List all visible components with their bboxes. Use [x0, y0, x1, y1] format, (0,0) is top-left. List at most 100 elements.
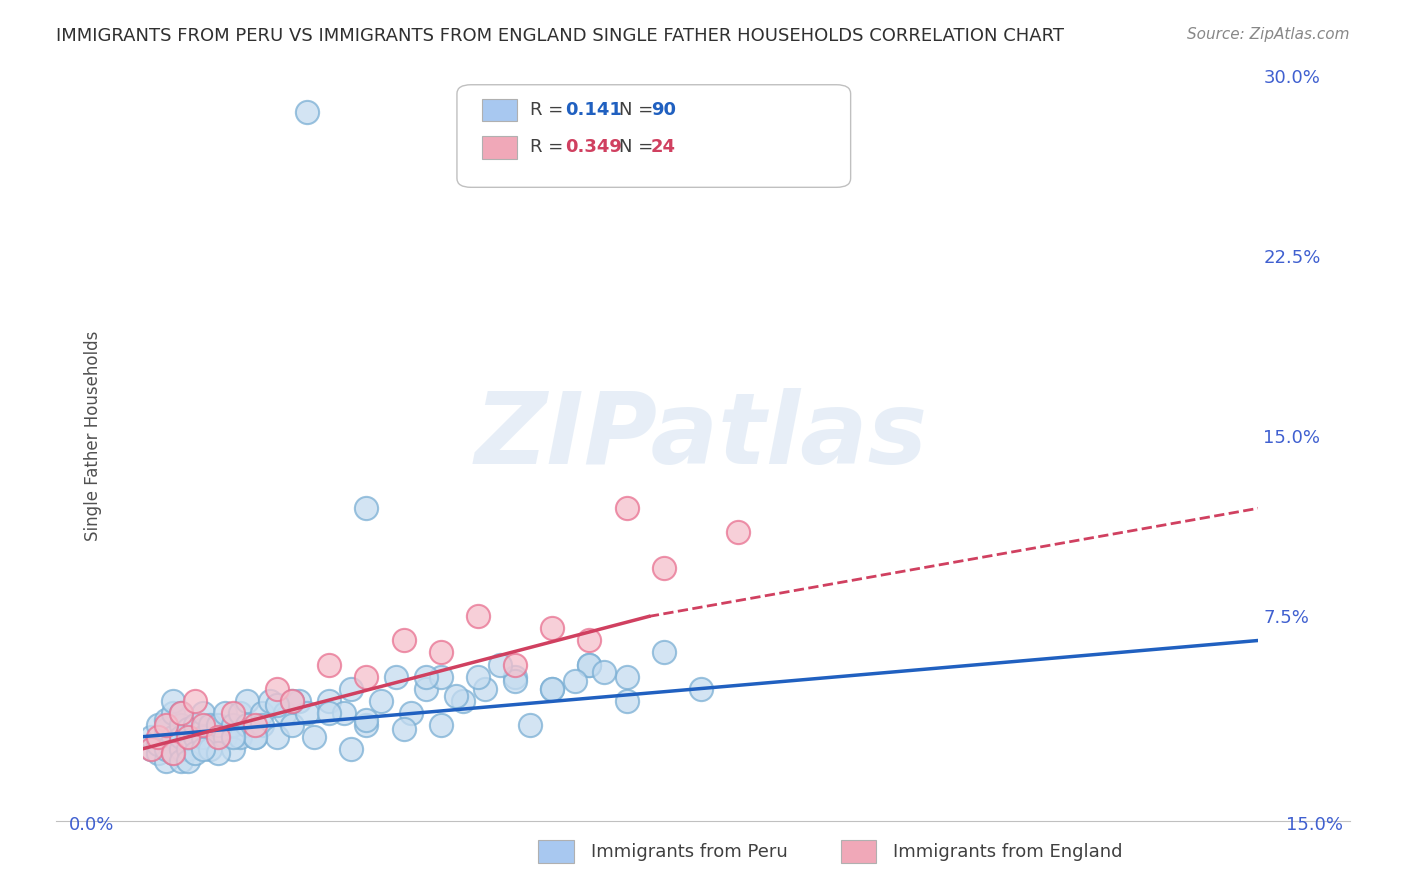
- Point: [356, 501, 378, 516]
- Point: [266, 698, 288, 713]
- Point: [207, 730, 229, 744]
- Point: [392, 723, 415, 737]
- Text: R =: R =: [530, 101, 569, 119]
- Point: [616, 501, 638, 516]
- Point: [229, 706, 252, 720]
- Text: Source: ZipAtlas.com: Source: ZipAtlas.com: [1187, 27, 1350, 42]
- Text: Immigrants from Peru: Immigrants from Peru: [591, 843, 787, 861]
- Point: [281, 693, 304, 707]
- Point: [221, 706, 243, 720]
- Point: [177, 730, 200, 744]
- Point: [652, 645, 675, 659]
- Point: [169, 717, 191, 731]
- Text: IMMIGRANTS FROM PERU VS IMMIGRANTS FROM ENGLAND SINGLE FATHER HOUSEHOLDS CORRELA: IMMIGRANTS FROM PERU VS IMMIGRANTS FROM …: [56, 27, 1064, 45]
- Point: [273, 706, 295, 720]
- Point: [578, 657, 600, 672]
- Point: [415, 681, 437, 696]
- Point: [564, 674, 586, 689]
- Point: [399, 706, 422, 720]
- Point: [214, 706, 236, 720]
- Point: [184, 717, 207, 731]
- Point: [155, 717, 177, 731]
- Point: [340, 741, 363, 756]
- Point: [162, 706, 184, 720]
- Point: [616, 693, 638, 707]
- Point: [578, 633, 600, 648]
- Point: [541, 681, 564, 696]
- Point: [162, 747, 184, 761]
- Point: [295, 104, 318, 119]
- Point: [184, 693, 207, 707]
- Point: [474, 681, 496, 696]
- Point: [503, 669, 526, 683]
- Point: [259, 693, 281, 707]
- Point: [229, 730, 252, 744]
- Text: 15.0%: 15.0%: [1286, 815, 1343, 833]
- Point: [429, 645, 451, 659]
- Point: [281, 717, 304, 731]
- Point: [616, 669, 638, 683]
- Point: [415, 669, 437, 683]
- Point: [519, 717, 541, 731]
- Point: [333, 706, 356, 720]
- Text: 0.349: 0.349: [565, 138, 621, 156]
- Point: [578, 657, 600, 672]
- Point: [243, 717, 266, 731]
- Point: [318, 706, 340, 720]
- Point: [266, 681, 288, 696]
- Point: [356, 717, 378, 731]
- Point: [652, 561, 675, 575]
- Point: [148, 747, 170, 761]
- Point: [281, 693, 304, 707]
- Point: [191, 741, 214, 756]
- Text: 24: 24: [651, 138, 676, 156]
- Point: [236, 717, 259, 731]
- Point: [318, 693, 340, 707]
- Text: 0.0%: 0.0%: [69, 815, 114, 833]
- Point: [177, 723, 200, 737]
- Point: [169, 730, 191, 744]
- Point: [266, 730, 288, 744]
- Text: 90: 90: [651, 101, 676, 119]
- Point: [200, 717, 222, 731]
- Point: [221, 717, 243, 731]
- Point: [162, 730, 184, 744]
- Point: [191, 730, 214, 744]
- Point: [444, 689, 467, 703]
- Text: R =: R =: [530, 138, 569, 156]
- Point: [155, 713, 177, 727]
- Point: [541, 622, 564, 636]
- Point: [385, 669, 408, 683]
- Point: [503, 674, 526, 689]
- Text: N =: N =: [619, 101, 658, 119]
- Point: [541, 681, 564, 696]
- Point: [340, 681, 363, 696]
- Point: [207, 717, 229, 731]
- Point: [162, 747, 184, 761]
- Point: [243, 730, 266, 744]
- Point: [429, 669, 451, 683]
- Point: [139, 741, 162, 756]
- Point: [148, 730, 170, 744]
- Point: [139, 741, 162, 756]
- Point: [184, 730, 207, 744]
- Point: [162, 693, 184, 707]
- Point: [221, 741, 243, 756]
- Point: [207, 730, 229, 744]
- Point: [304, 730, 326, 744]
- Point: [356, 669, 378, 683]
- Text: Immigrants from England: Immigrants from England: [893, 843, 1122, 861]
- Point: [191, 706, 214, 720]
- Point: [467, 609, 489, 624]
- Point: [489, 657, 512, 672]
- Point: [243, 730, 266, 744]
- Text: ZIPatlas: ZIPatlas: [474, 388, 928, 484]
- Point: [207, 747, 229, 761]
- Point: [221, 730, 243, 744]
- Point: [727, 525, 749, 540]
- Point: [169, 706, 191, 720]
- Point: [177, 741, 200, 756]
- Point: [200, 741, 222, 756]
- Point: [184, 747, 207, 761]
- Text: Single Father Households: Single Father Households: [84, 331, 103, 541]
